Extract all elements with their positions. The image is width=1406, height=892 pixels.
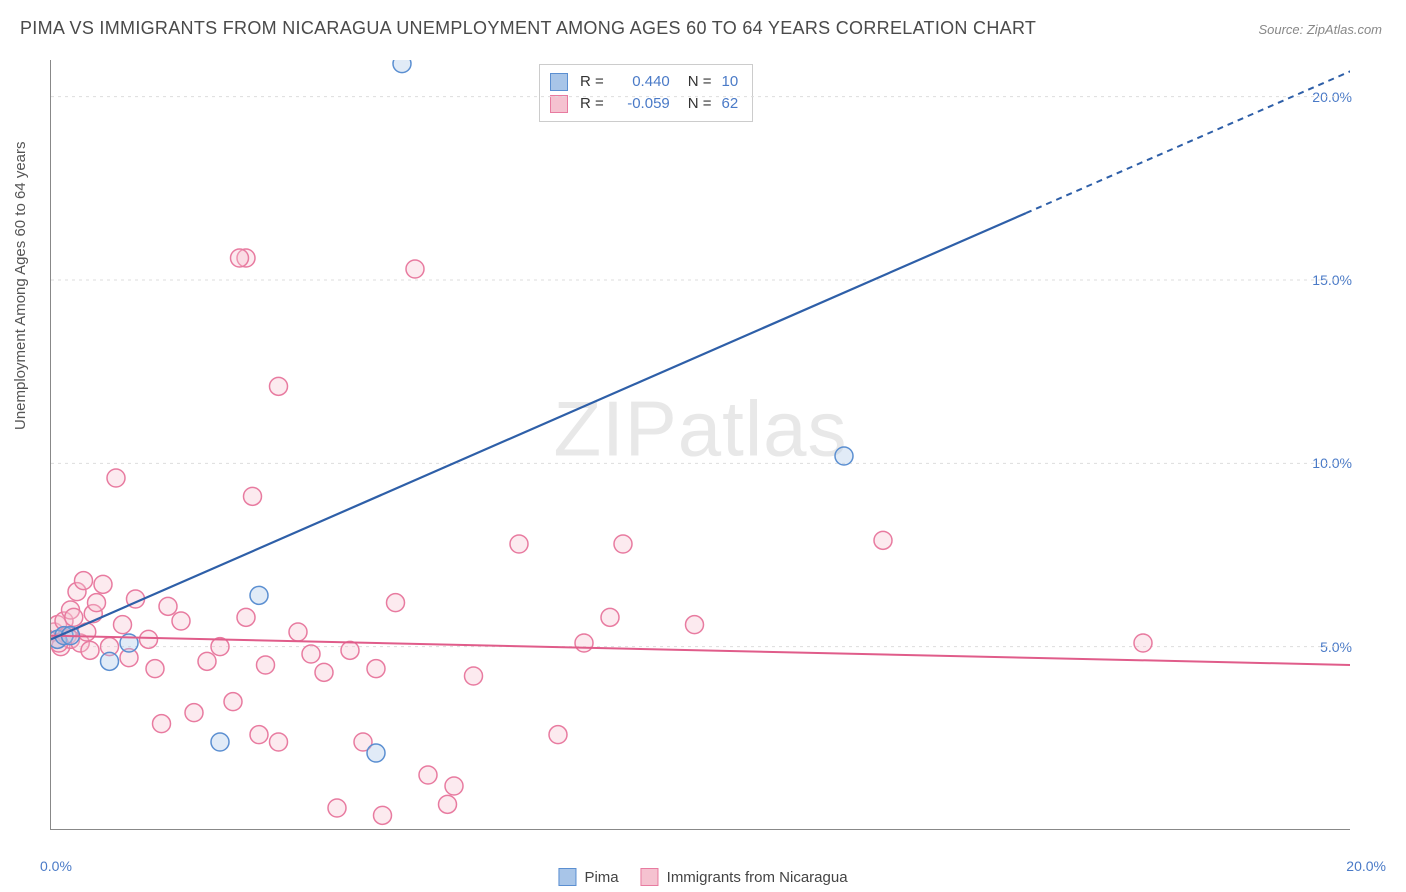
- scatter-point: [257, 656, 275, 674]
- x-origin-label: 0.0%: [40, 858, 72, 874]
- scatter-point: [601, 608, 619, 626]
- trend-line: [51, 213, 1026, 639]
- scatter-point: [244, 487, 262, 505]
- scatter-point: [302, 645, 320, 663]
- plot-svg: [51, 60, 1350, 829]
- scatter-point: [289, 623, 307, 641]
- scatter-point: [114, 616, 132, 634]
- scatter-point: [231, 249, 249, 267]
- scatter-point: [367, 744, 385, 762]
- scatter-point: [341, 641, 359, 659]
- scatter-point: [101, 652, 119, 670]
- scatter-point: [270, 377, 288, 395]
- bottom-legend: Pima Immigrants from Nicaragua: [558, 868, 847, 886]
- scatter-point: [270, 733, 288, 751]
- bottom-legend-item: Immigrants from Nicaragua: [641, 868, 848, 886]
- scatter-point: [387, 594, 405, 612]
- trend-line-dashed: [1026, 71, 1350, 213]
- plot-area: ZIPatlas R =0.440N =10R =-0.059N =62 5.0…: [50, 60, 1350, 830]
- scatter-point: [237, 608, 255, 626]
- trend-line: [51, 636, 1350, 665]
- scatter-point: [614, 535, 632, 553]
- scatter-point: [65, 608, 83, 626]
- scatter-point: [406, 260, 424, 278]
- bottom-legend-item: Pima: [558, 868, 618, 886]
- scatter-point: [393, 60, 411, 73]
- scatter-point: [510, 535, 528, 553]
- scatter-point: [465, 667, 483, 685]
- scatter-point: [686, 616, 704, 634]
- scatter-point: [146, 660, 164, 678]
- scatter-point: [328, 799, 346, 817]
- scatter-point: [419, 766, 437, 784]
- scatter-point: [75, 572, 93, 590]
- legend-swatch: [641, 868, 659, 886]
- chart-title: PIMA VS IMMIGRANTS FROM NICARAGUA UNEMPL…: [20, 18, 1036, 39]
- scatter-point: [374, 806, 392, 824]
- y-axis-label: Unemployment Among Ages 60 to 64 years: [12, 141, 29, 430]
- scatter-point: [315, 663, 333, 681]
- scatter-point: [250, 726, 268, 744]
- scatter-point: [153, 715, 171, 733]
- scatter-point: [1134, 634, 1152, 652]
- legend-label: Pima: [584, 869, 618, 886]
- source-label: Source: ZipAtlas.com: [1258, 22, 1382, 37]
- scatter-point: [835, 447, 853, 465]
- scatter-point: [874, 531, 892, 549]
- scatter-point: [140, 630, 158, 648]
- scatter-point: [575, 634, 593, 652]
- legend-swatch: [558, 868, 576, 886]
- scatter-point: [224, 693, 242, 711]
- scatter-point: [107, 469, 125, 487]
- scatter-point: [211, 733, 229, 751]
- scatter-point: [159, 597, 177, 615]
- legend-label: Immigrants from Nicaragua: [667, 869, 848, 886]
- scatter-point: [250, 586, 268, 604]
- scatter-point: [185, 704, 203, 722]
- scatter-point: [94, 575, 112, 593]
- chart-container: PIMA VS IMMIGRANTS FROM NICARAGUA UNEMPL…: [0, 0, 1406, 892]
- scatter-point: [198, 652, 216, 670]
- scatter-point: [439, 795, 457, 813]
- scatter-point: [81, 641, 99, 659]
- scatter-point: [367, 660, 385, 678]
- scatter-point: [88, 594, 106, 612]
- x-max-label: 20.0%: [1346, 858, 1386, 874]
- scatter-point: [549, 726, 567, 744]
- scatter-point: [445, 777, 463, 795]
- scatter-point: [172, 612, 190, 630]
